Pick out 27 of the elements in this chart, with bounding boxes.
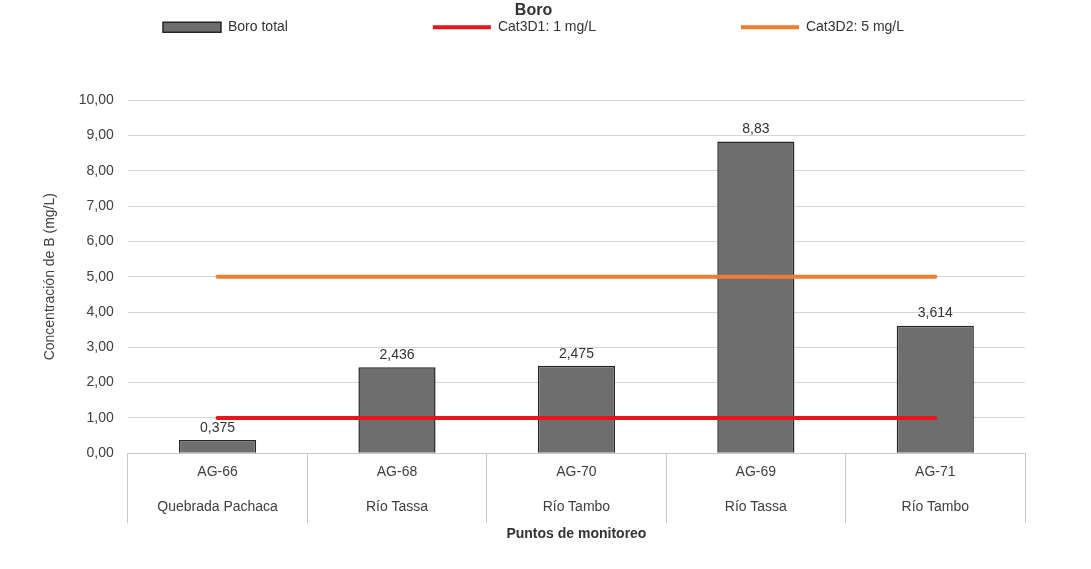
y-tick-label: 1,00 [86, 408, 115, 425]
legend-label: Cat3D1: 1 mg/L [497, 18, 597, 35]
data-label: 0,375 [200, 418, 236, 435]
y-tick-label: 10,00 [78, 91, 115, 108]
data-label: 8,83 [742, 120, 770, 137]
y-tick-label: 3,00 [86, 338, 115, 355]
category-label: AG-70 Río Tambo [542, 462, 611, 514]
category-label: AG-68 Río Tassa [365, 462, 428, 514]
y-tick-label: 0,00 [86, 444, 115, 461]
legend-label: Boro total [227, 18, 288, 35]
chart-title: Boro [514, 1, 553, 19]
y-axis-title: Concentración de B (mg/L) [41, 193, 58, 361]
category-label: AG-66 Quebrada Pachaca [157, 462, 278, 514]
y-tick-label: 8,00 [86, 161, 115, 178]
y-tick-label: 4,00 [86, 302, 115, 319]
data-label: 2,436 [379, 346, 415, 363]
y-tick-label: 5,00 [86, 267, 115, 284]
category-label: AG-71 Río Tambo [901, 462, 970, 514]
y-tick-label: 9,00 [86, 126, 115, 143]
data-label: 3,614 [917, 304, 954, 321]
category-label: AG-69 Río Tassa [724, 462, 787, 514]
y-tick-label: 7,00 [86, 196, 115, 213]
y-tick-label: 2,00 [86, 373, 115, 390]
y-tick-label: 6,00 [86, 232, 115, 249]
data-label: 2,475 [558, 344, 595, 361]
legend-label: Cat3D2: 5 mg/L [805, 18, 905, 35]
x-axis-title: Puntos de monitoreo [506, 525, 647, 542]
